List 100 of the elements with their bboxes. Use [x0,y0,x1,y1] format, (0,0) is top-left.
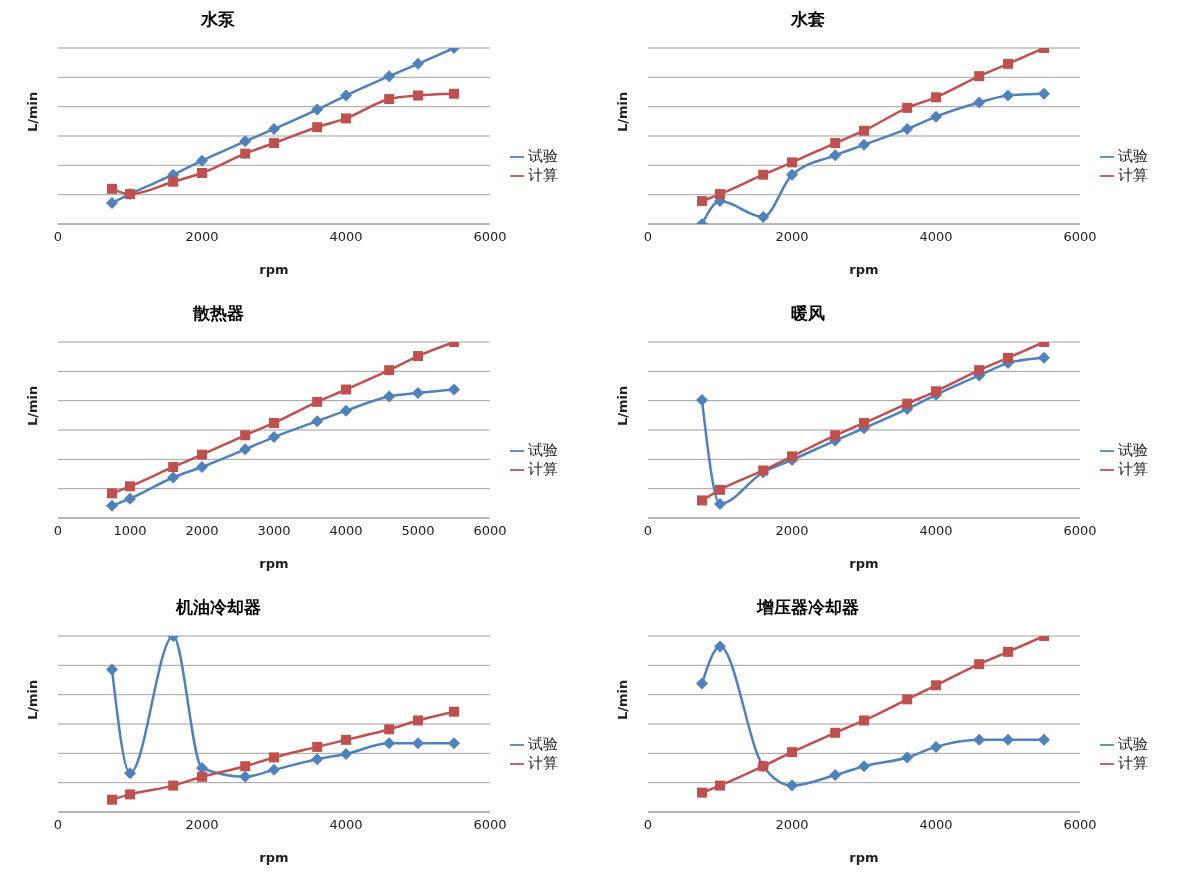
point [931,92,941,103]
point [384,724,395,735]
point [787,157,797,168]
x-tick-label: 6000 [1063,817,1097,833]
legend-label: 计算 [528,166,558,184]
chart-title: 增压器冷却器 [755,596,860,619]
point [830,430,841,441]
point [830,727,841,738]
x-tick-label: 6000 [473,523,507,539]
point [383,737,396,750]
point [268,122,280,135]
point [311,753,324,766]
point [786,779,798,792]
point [859,125,869,136]
point [1002,733,1014,746]
point [1003,646,1013,657]
x-tick-label: 6000 [1063,229,1097,245]
point [269,752,279,763]
point [239,770,252,783]
point [341,113,351,124]
point [697,787,707,798]
point [974,71,985,82]
point [412,387,424,400]
point [1038,87,1050,100]
point [312,396,323,407]
x-tick-label: 0 [53,523,63,539]
point [714,640,726,653]
point [107,488,117,499]
point [931,680,941,691]
point [757,210,770,223]
point [384,365,395,376]
point [715,780,725,791]
x-tick-label: 2000 [775,523,809,539]
x-tick-label: 0 [643,523,653,539]
y-axis-title: L/min [614,679,630,720]
point [902,398,913,409]
point [449,88,459,99]
legend-label: 试验 [528,147,558,165]
point [340,747,352,760]
point [901,122,914,135]
point [448,383,460,396]
point [340,89,352,102]
y-axis-title: L/min [614,385,630,426]
point [758,169,769,180]
x-tick-label: 0 [643,229,653,245]
point [830,138,841,149]
point [107,183,117,194]
point [902,694,913,705]
legend-label: 计算 [1118,460,1148,478]
point [1003,352,1013,363]
point [106,499,118,512]
point [269,138,279,149]
point [269,417,279,428]
point [787,747,797,758]
point [383,70,396,83]
legend-label: 试验 [528,441,558,459]
point [311,415,324,428]
point [341,384,351,395]
legend-label: 试验 [1118,735,1148,753]
point [786,168,798,181]
point [696,677,708,690]
point [858,138,870,151]
x-tick-label: 6000 [473,229,507,245]
point [902,102,913,113]
point [312,741,323,752]
legend-label: 计算 [528,460,558,478]
x-tick-label: 4000 [329,523,363,539]
point [125,789,135,800]
point [239,135,252,148]
point [312,122,323,133]
x-axis-title: rpm [259,850,289,865]
x-tick-label: 6000 [473,817,507,833]
y-axis-title: L/min [24,385,40,426]
legend-label: 试验 [528,735,558,753]
point [412,737,424,750]
x-tick-label: 4000 [919,523,953,539]
y-axis-title: L/min [24,679,40,720]
point [239,443,252,456]
point [930,110,942,123]
legend-label: 计算 [528,754,558,772]
point [384,94,395,105]
point [413,351,423,362]
x-tick-label: 1000 [113,523,147,539]
point [697,196,707,207]
x-tick-label: 5000 [401,523,435,539]
x-tick-label: 2000 [185,817,219,833]
point [715,189,725,200]
point [714,497,726,510]
point [974,365,985,376]
point [973,96,986,109]
x-tick-label: 4000 [919,817,953,833]
point [829,149,842,162]
x-tick-label: 6000 [1063,523,1097,539]
point [859,417,869,428]
point [859,715,869,726]
legend-label: 试验 [1118,441,1148,459]
x-tick-label: 2000 [185,229,219,245]
point [268,763,280,776]
legend-label: 计算 [1118,754,1148,772]
point [168,780,179,791]
